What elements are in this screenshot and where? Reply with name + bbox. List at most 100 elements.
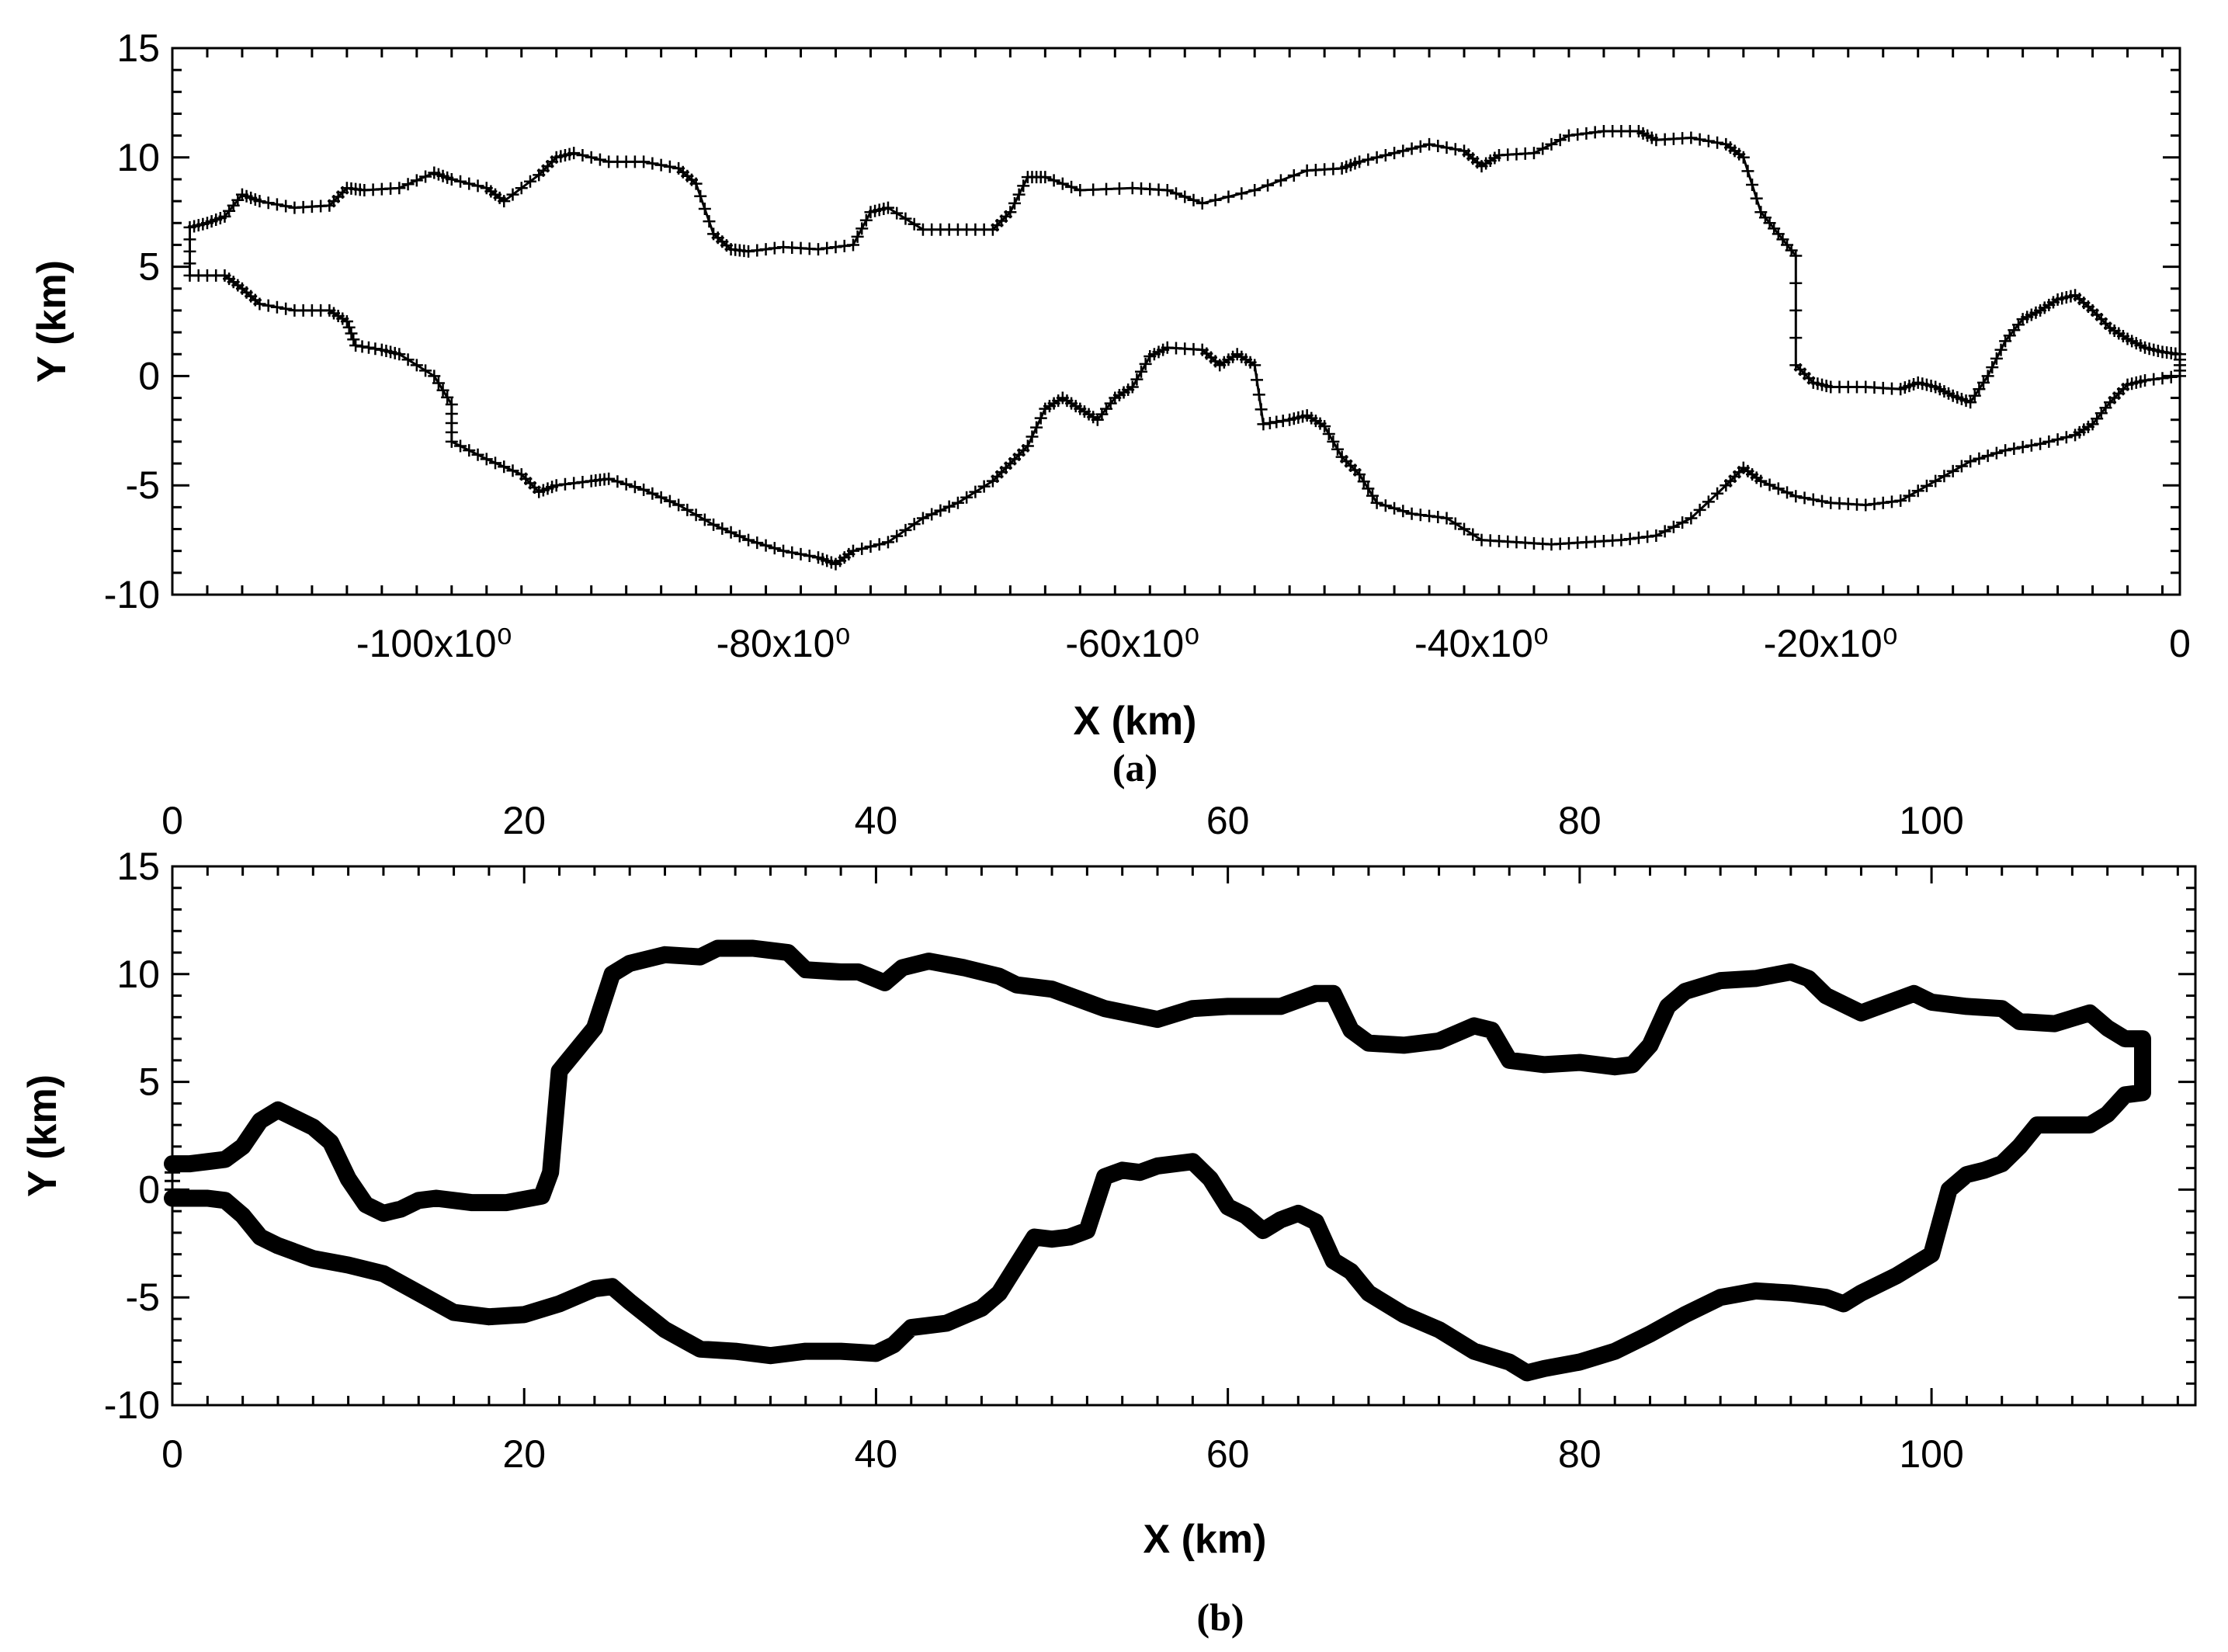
data-point-marker (1879, 1272, 1896, 1288)
data-point-marker (916, 512, 929, 525)
data-point-marker (1087, 183, 1100, 196)
data-point-marker (1693, 133, 1706, 146)
data-point-marker (2034, 437, 2047, 450)
data-point-marker (1110, 1003, 1126, 1019)
data-point-marker (646, 157, 659, 170)
data-point-marker (1466, 528, 1480, 541)
data-point-marker (1929, 474, 1942, 488)
data-point-marker (1990, 446, 2003, 460)
data-point-marker (1287, 169, 1300, 182)
data-point-marker (1084, 995, 1100, 1012)
data-point-marker (1369, 1290, 1386, 1307)
data-point-marker (602, 472, 616, 485)
data-point-marker (183, 257, 196, 270)
data-point-marker (1624, 1334, 1640, 1351)
data-point-marker (1338, 1013, 1355, 1029)
data-point-marker (1655, 1008, 1671, 1024)
data-point-marker (1484, 1348, 1500, 1365)
data-point-marker (1754, 474, 1768, 488)
data-point-marker (1906, 1257, 1922, 1273)
data-point-marker (1126, 380, 1139, 394)
data-point-marker (1432, 140, 1445, 153)
data-point-marker (855, 222, 869, 235)
data-point-marker (929, 955, 946, 971)
data-point-marker (569, 1288, 585, 1304)
data-point-marker (1386, 1301, 1403, 1317)
top-x-tick-label: 40 (855, 799, 898, 842)
data-point-marker (1968, 389, 1981, 402)
data-point-marker (1937, 1198, 1953, 1214)
data-point-marker (342, 321, 356, 334)
data-point-marker (1750, 192, 1763, 205)
data-point-marker (1176, 1003, 1192, 1019)
data-point-marker (759, 539, 772, 552)
data-point-marker (1057, 986, 1074, 1002)
data-point-marker (1667, 520, 1680, 533)
data-point-marker (1607, 1343, 1623, 1359)
data-point-marker (1492, 1352, 1508, 1368)
data-point-marker (648, 1314, 665, 1331)
data-point-marker (270, 198, 283, 211)
data-point-marker (914, 955, 930, 971)
x-tick-label: 60 (1206, 1432, 1250, 1476)
data-point-marker (1379, 499, 1392, 512)
data-point-marker (1747, 970, 1764, 987)
data-point-marker (1897, 1262, 1914, 1279)
data-point-marker (960, 491, 973, 504)
data-point-marker (1746, 179, 1759, 191)
data-point-marker (622, 955, 638, 971)
data-point-marker (864, 540, 877, 554)
boundary-markers-b (165, 940, 2151, 1381)
data-point-marker (1563, 1355, 1579, 1372)
data-point-marker (654, 158, 668, 172)
data-point-marker (692, 1341, 708, 1357)
data-point-marker (1747, 1282, 1764, 1299)
data-point-marker (463, 444, 476, 457)
y-tick-label: -10 (104, 1383, 160, 1427)
data-point-marker (1721, 1288, 1737, 1304)
data-point-marker (366, 1263, 383, 1279)
data-point-marker (969, 485, 982, 498)
data-point-marker (296, 1248, 312, 1264)
data-point-marker (2139, 374, 2152, 387)
data-point-marker (545, 1139, 561, 1155)
data-point-marker (1789, 304, 1803, 317)
data-point-marker (1274, 174, 1287, 187)
data-point-marker (921, 953, 937, 970)
data-point-marker (2135, 1057, 2151, 1074)
data-point-marker (1030, 421, 1043, 434)
data-point-marker (939, 956, 955, 973)
data-point-marker (908, 956, 924, 973)
data-point-marker (1554, 1357, 1570, 1373)
data-point-marker (1422, 1317, 1438, 1334)
data-point-marker (1581, 1352, 1597, 1368)
data-point-marker (401, 1280, 418, 1296)
data-point-marker (480, 453, 493, 466)
data-point-marker (1598, 1346, 1614, 1362)
data-point-marker (2064, 1010, 2081, 1026)
plot-frame-a (171, 47, 2181, 596)
data-point-marker (1580, 127, 1593, 140)
data-point-marker (1026, 430, 1039, 443)
data-point-marker (899, 212, 912, 225)
data-point-marker (1088, 1196, 1104, 1212)
data-point-marker (639, 1307, 655, 1324)
data-point-marker (1414, 140, 1427, 153)
data-point-marker (1440, 141, 1453, 154)
data-point-marker (1261, 179, 1275, 192)
data-point-marker (1222, 190, 1235, 203)
data-point-marker (1290, 992, 1307, 1008)
data-point-marker (356, 340, 369, 353)
data-point-marker (1685, 512, 1698, 525)
data-point-marker (1362, 153, 1375, 166)
data-point-marker (591, 1006, 607, 1022)
data-point-marker (1686, 980, 1702, 997)
data-point-marker (586, 1020, 602, 1036)
data-point-marker (287, 1244, 304, 1260)
data-point-marker (349, 338, 363, 352)
data-point-marker (1097, 1168, 1113, 1185)
data-point-marker (1458, 522, 1471, 536)
data-point-marker (657, 1321, 673, 1338)
data-point-marker (411, 1285, 427, 1301)
